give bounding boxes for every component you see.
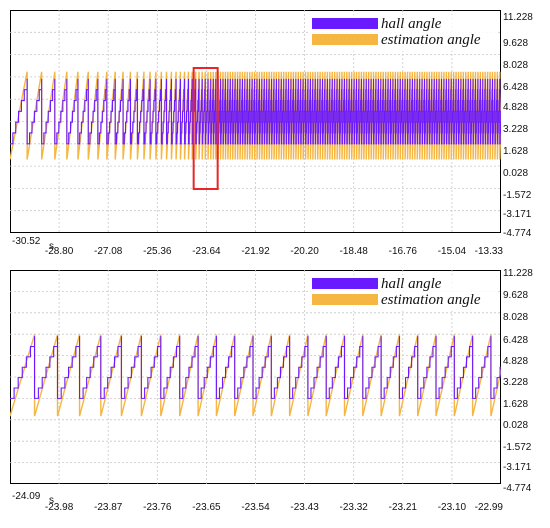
grid-lines [10,270,501,484]
legend-label: hall angle [381,16,442,32]
x-tick-label: -28.80 [45,246,74,257]
x-tick-label: -23.54 [241,502,270,513]
x-tick-label: -23.64 [192,246,221,257]
y-tick-label: -1.572 [503,442,532,453]
y-tick-label: 4.828 [503,102,528,113]
x-tick-label: -16.76 [389,246,418,257]
y-tick-label: 1.628 [503,146,528,157]
y-tick-label: -4.774 [503,483,532,494]
x-tick-label: -30.52 [12,236,41,247]
x-unit-label: s [49,241,54,252]
y-tick-label: 6.428 [503,82,528,93]
x-axis-ticks: -30.52 -28.80 -27.08 -25.36 -23.64 -21.92 -20.… [12,236,503,257]
x-tick-label: -21.92 [241,246,270,257]
y-tick-label: -3.171 [503,462,532,473]
legend-swatch [312,294,378,305]
x-tick-label: -23.98 [45,502,74,513]
y-tick-label: 9.628 [503,38,528,49]
x-tick-label: -23.65 [192,502,221,513]
legend-swatch [312,18,378,29]
y-tick-label: -4.774 [503,228,532,239]
x-tick-label: -23.43 [290,502,319,513]
x-axis-ticks: -24.09 -23.98 -23.87 -23.76 -23.65 -23.54 -23.… [12,491,503,513]
y-tick-label: 0.028 [503,420,528,431]
x-tick-label: -23.32 [340,502,369,513]
y-tick-label: 0.028 [503,168,528,179]
y-tick-label: 4.828 [503,356,528,367]
x-tick-label: -13.33 [475,246,504,257]
y-tick-label: 3.228 [503,377,528,388]
x-tick-label: -18.48 [340,246,369,257]
y-axis-ticks: 11.228 9.628 8.028 6.428 4.828 3.228 1.628 0.02… [503,268,533,494]
y-tick-label: 9.628 [503,290,528,301]
y-tick-label: -3.171 [503,209,532,220]
y-tick-label: 11.228 [503,12,533,23]
y-tick-label: -1.572 [503,190,532,201]
x-tick-label: -23.10 [438,502,467,513]
x-tick-label: -15.04 [438,246,467,257]
series-line-hall-angle [10,336,501,399]
y-tick-label: 11.228 [503,268,533,279]
y-tick-label: 6.428 [503,335,528,346]
legend-swatch [312,34,378,45]
x-tick-label: -23.87 [94,502,123,513]
x-tick-label: -27.08 [94,246,123,257]
x-tick-label: -24.09 [12,491,41,502]
x-tick-label: -25.36 [143,246,172,257]
y-tick-label: 8.028 [503,60,528,71]
legend-label: estimation angle [381,32,481,48]
legend-label: estimation angle [381,292,481,308]
y-tick-label: 3.228 [503,124,528,135]
legend-swatch [312,278,378,289]
legend-label: hall angle [381,276,442,292]
y-axis-ticks: 11.228 9.628 8.028 6.428 4.828 3.228 1.628 0.02… [503,12,533,239]
y-tick-label: 1.628 [503,399,528,410]
series-line-hall-angle [10,78,501,145]
x-unit-label: s [49,495,54,506]
zoom-highlight-box [192,67,219,190]
y-tick-label: 8.028 [503,312,528,323]
x-tick-label: -22.99 [475,502,504,513]
x-tick-label: -20.20 [290,246,319,257]
x-tick-label: -23.21 [389,502,418,513]
x-tick-label: -23.76 [143,502,172,513]
